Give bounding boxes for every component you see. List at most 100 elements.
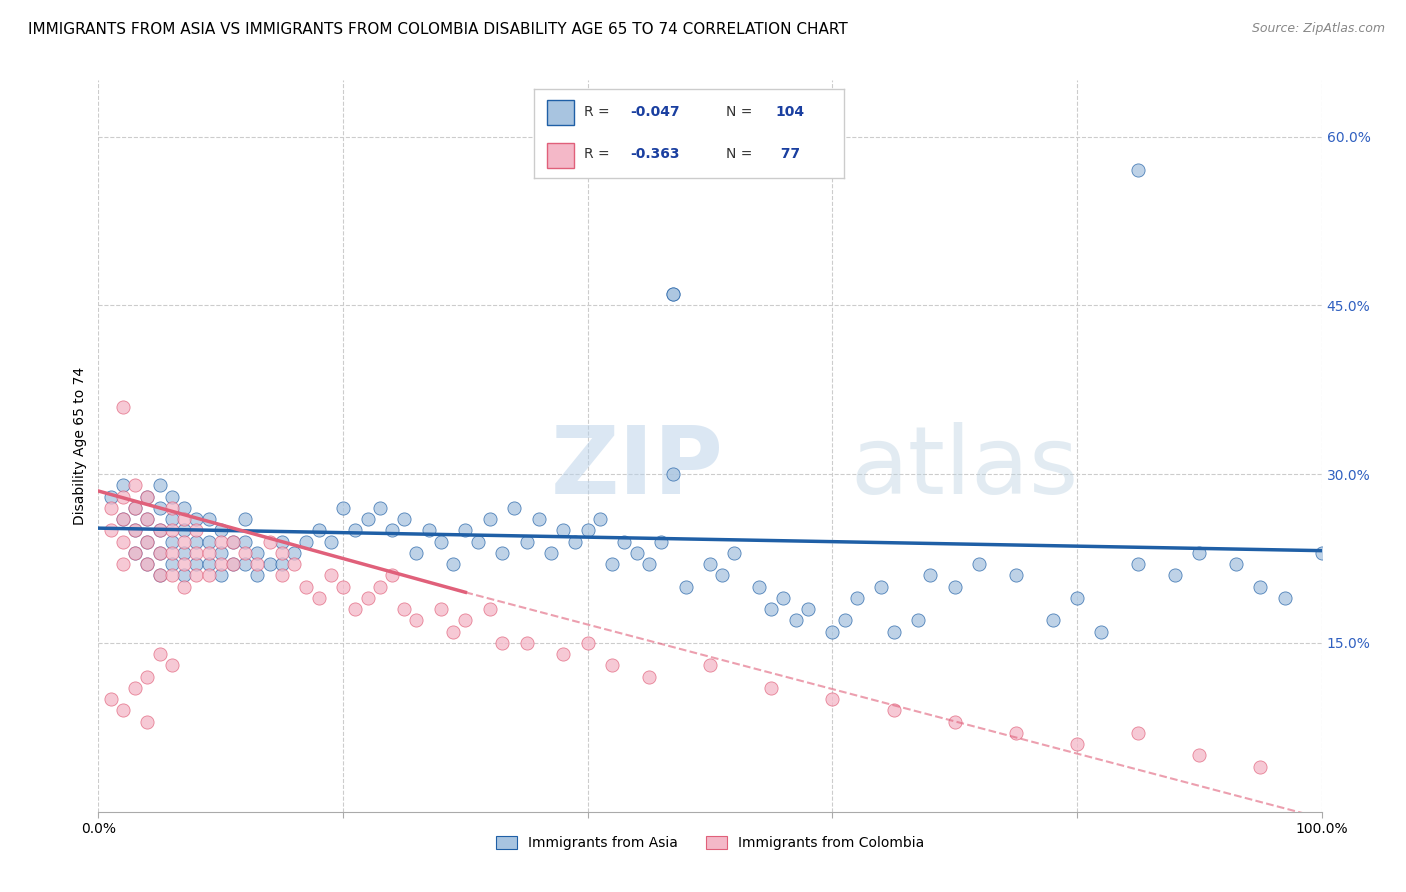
Point [1164,568,1187,582]
Point [149,478,172,492]
Point [160,534,183,549]
Point [136,512,159,526]
Point [124,681,146,695]
Point [626,546,648,560]
Point [1042,614,1064,628]
Point [259,557,281,571]
Point [430,534,453,549]
Point [723,546,745,560]
Point [100,692,122,706]
Point [1188,748,1211,763]
Text: 104: 104 [776,104,804,119]
Point [821,624,844,639]
Point [650,534,672,549]
Point [173,500,195,515]
Point [1066,591,1088,605]
Point [173,568,195,582]
Point [111,478,134,492]
Point [111,534,134,549]
Point [553,524,575,538]
Point [209,546,232,560]
Point [920,568,942,582]
Point [454,614,477,628]
Point [295,580,318,594]
Point [209,534,232,549]
Point [576,636,599,650]
Point [785,614,807,628]
Point [967,557,990,571]
Point [381,524,404,538]
Point [209,524,232,538]
Text: R =: R = [583,147,614,161]
Point [613,534,636,549]
Point [441,624,464,639]
Point [491,546,513,560]
Point [748,580,770,594]
Point [699,658,721,673]
Point [392,512,416,526]
Point [368,580,391,594]
Point [111,557,134,571]
Point [222,557,245,571]
Point [797,602,820,616]
Point [1128,726,1150,740]
Point [233,512,256,526]
Point [160,524,183,538]
Point [233,557,256,571]
Text: atlas: atlas [851,422,1078,514]
Point [209,568,232,582]
Point [259,534,281,549]
Point [600,557,623,571]
Point [356,512,378,526]
Point [662,467,685,482]
Point [564,534,586,549]
Point [124,500,146,515]
Point [173,557,195,571]
Point [160,568,183,582]
Point [503,500,526,515]
Point [111,490,134,504]
Point [344,524,367,538]
Point [100,490,122,504]
Point [1249,580,1271,594]
Point [1188,546,1211,560]
Point [270,568,294,582]
Point [845,591,868,605]
Point [197,534,219,549]
Point [441,557,464,571]
Point [553,647,575,661]
Point [418,524,440,538]
Point [540,546,562,560]
Point [1310,546,1333,560]
Point [1274,591,1296,605]
Point [100,524,122,538]
Legend: Immigrants from Asia, Immigrants from Colombia: Immigrants from Asia, Immigrants from Co… [491,830,929,856]
Text: 77: 77 [776,147,800,161]
Point [308,524,330,538]
Point [111,400,134,414]
Point [173,546,195,560]
Point [662,287,685,301]
Point [576,524,599,538]
Point [454,524,477,538]
Point [761,602,783,616]
Point [173,524,195,538]
Point [186,524,208,538]
Point [160,546,183,560]
Point [160,557,183,571]
Point [675,580,697,594]
Point [527,512,550,526]
Point [1128,163,1150,178]
Point [870,580,893,594]
Point [1128,557,1150,571]
Point [222,534,245,549]
Point [186,512,208,526]
Text: N =: N = [725,104,756,119]
Point [246,568,269,582]
Point [136,534,159,549]
Point [186,546,208,560]
Point [392,602,416,616]
Point [197,546,219,560]
Point [233,534,256,549]
Point [1090,624,1112,639]
